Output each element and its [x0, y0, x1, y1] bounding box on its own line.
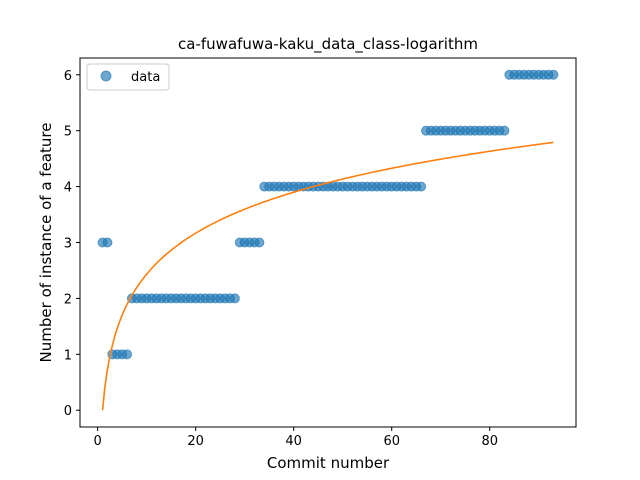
data-point: [229, 293, 240, 304]
y-tick-label: 1: [64, 348, 72, 363]
data-layer: [97, 69, 559, 411]
data-point: [416, 181, 427, 192]
data-point: [254, 237, 265, 248]
y-axis: 0 1 2 3 4 5 6: [64, 69, 80, 419]
legend-box: [86, 63, 170, 91]
legend: data: [86, 63, 170, 91]
plot-frame: [79, 57, 577, 428]
y-tick-label: 3: [64, 237, 72, 252]
y-tick-label: 2: [64, 292, 72, 307]
fit-line: [101, 141, 554, 411]
x-tick-label: 60: [383, 434, 400, 449]
y-tick-label: 0: [64, 404, 72, 419]
y-tick-label: 5: [64, 125, 72, 140]
y-axis-label: Number of instance of a feature: [37, 123, 55, 363]
x-tick-label: 0: [94, 434, 102, 449]
x-tick-label: 40: [285, 434, 302, 449]
data-point: [499, 125, 510, 136]
x-axis-label: Commit number: [267, 454, 390, 472]
data-point: [122, 349, 133, 360]
y-tick-label: 4: [64, 181, 72, 196]
y-tick-label: 6: [64, 69, 72, 84]
data-point: [548, 69, 559, 80]
x-axis: 0 20 40 60 80: [94, 427, 498, 449]
chart-title: ca-fuwafuwa-kaku_data_class-logarithm: [178, 35, 478, 54]
x-tick-label: 20: [187, 434, 204, 449]
data-point: [102, 237, 113, 248]
legend-label: data: [131, 70, 160, 85]
x-tick-label: 80: [481, 434, 498, 449]
legend-marker: [100, 70, 112, 82]
